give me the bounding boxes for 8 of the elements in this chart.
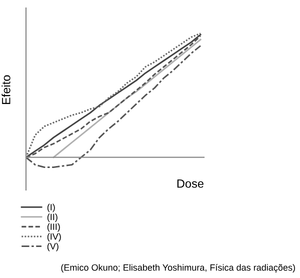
legend-label: (V): [47, 242, 58, 252]
y-axis-title: Efeito: [2, 75, 10, 104]
legend-label: (IV): [47, 233, 61, 242]
legend-label: (II): [47, 214, 58, 222]
text: (Emico Okuno; Elisabeth Yoshimura, Física das radiações): [61, 264, 295, 273]
legend-label: (III): [47, 223, 60, 232]
legend-label: (I): [47, 204, 55, 212]
x-axis-title: Dose: [177, 180, 204, 188]
